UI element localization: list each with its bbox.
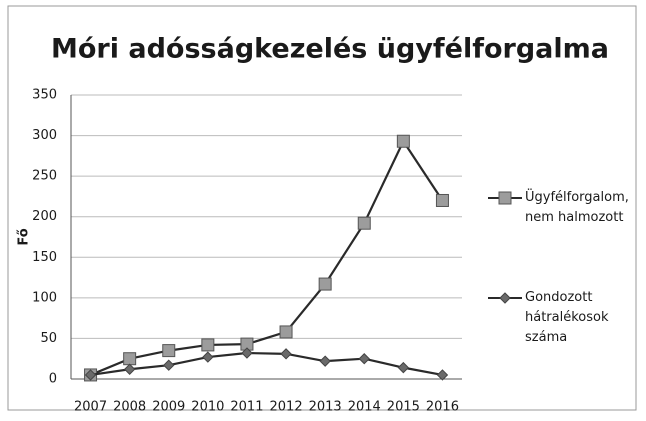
marker [358,353,370,365]
legend-marker [499,292,511,304]
y-tick-label: 350 [32,88,57,103]
marker [396,134,410,148]
x-tick-label: 2015 [387,400,420,415]
marker [84,369,97,381]
x-tick-label: 2012 [270,400,303,415]
x-tick-label: 2010 [191,400,224,415]
marker [357,216,371,230]
marker [202,351,214,363]
chart-frame [7,5,637,411]
marker [435,193,449,207]
y-tick-label: 200 [32,209,57,224]
chart-title: Móri adósságkezelés ügyfélforgalma [51,34,609,65]
y-tick-label: 300 [32,128,57,143]
marker [280,348,292,360]
y-tick-label: 0 [49,372,57,387]
y-tick-label: 100 [32,290,57,305]
marker [241,347,253,359]
y-tick-label: 50 [40,331,57,346]
marker [318,277,332,291]
marker [162,344,176,358]
marker [279,325,293,339]
marker [397,361,410,374]
marker [163,359,175,371]
y-tick-label: 150 [32,250,57,265]
x-tick-label: 2007 [74,400,107,415]
x-tick-label: 2011 [230,400,263,415]
legend-label: Ügyfélforgalom, nem halmozott [525,190,629,225]
x-tick-label: 2014 [348,400,381,415]
marker [123,352,137,366]
y-tick-label: 250 [32,169,57,184]
legend-label: Gondozott hátralékosok száma [525,290,609,345]
marker [123,363,136,375]
x-tick-label: 2016 [426,400,459,415]
x-tick-label: 2009 [152,400,185,415]
marker [436,369,449,381]
x-tick-label: 2008 [113,400,146,415]
legend-marker [498,191,512,205]
series-line [90,139,444,376]
y-axis-label: Fő [17,228,32,245]
series-line [90,351,443,377]
marker [319,355,331,367]
marker [201,338,215,352]
x-tick-label: 2013 [309,400,342,415]
